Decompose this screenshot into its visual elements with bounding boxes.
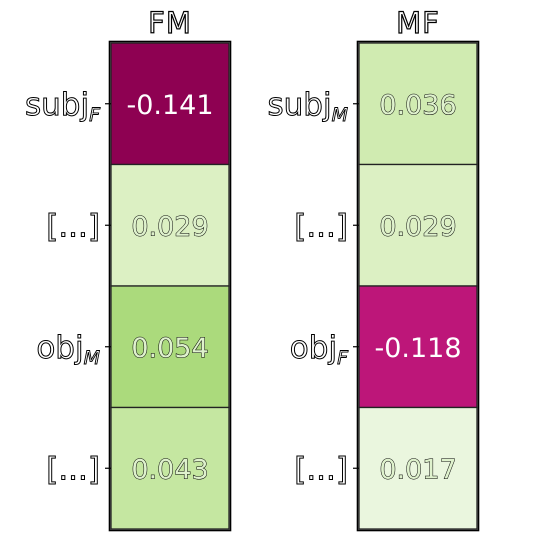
heatmap-cell [110,163,230,287]
row-label: [...] [46,451,100,487]
heatmap-cell [358,42,478,166]
cell-value-label: 0.029 [131,211,208,242]
cell-value-label: 0.043 [131,454,208,485]
row-label-base: obj [36,330,83,366]
row-label: objF [290,330,349,369]
panel-title: FM [148,6,192,40]
cell-value-label: 0.036 [379,90,456,121]
row-label-base: [...] [46,208,100,244]
row-label: subjM [268,87,349,126]
row-label: objM [36,330,100,369]
panel-frame [356,40,480,532]
row-label: [...] [46,208,100,244]
heatmap-cell [110,406,230,530]
panel-title: MF [396,6,440,40]
panel-frame [108,40,232,532]
heatmap-cell [358,163,478,287]
row-label-base: [...] [46,451,100,487]
fm-heatmap-panel: FM-0.141subjF0.029[...]0.054objM0.043[..… [24,5,232,532]
row-label-subscript: M [332,104,348,126]
row-label-base: subj [25,87,89,123]
row-label-subscript: F [89,104,101,126]
row-label: subjF [25,87,101,126]
row-label-base: subj [268,87,332,123]
row-label-base: [...] [294,208,348,244]
cell-value-label: -0.141 [126,90,213,121]
row-label-base: [...] [294,451,348,487]
row-label: [...] [294,451,348,487]
row-label-subscript: M [84,347,100,369]
cell-value-label: 0.017 [379,454,456,485]
row-label-base: obj [290,330,337,366]
row-label: [...] [294,208,348,244]
cell-value-label: -0.118 [374,333,461,364]
row-label-subscript: F [337,347,349,369]
heatmap-cell [358,406,478,530]
mf-heatmap-panel: MF0.036subjM0.029[...]-0.118objF0.017[..… [267,5,480,532]
cell-value-label: 0.054 [131,333,208,364]
heatmap-cell [110,42,230,166]
cell-value-label: 0.029 [379,211,456,242]
